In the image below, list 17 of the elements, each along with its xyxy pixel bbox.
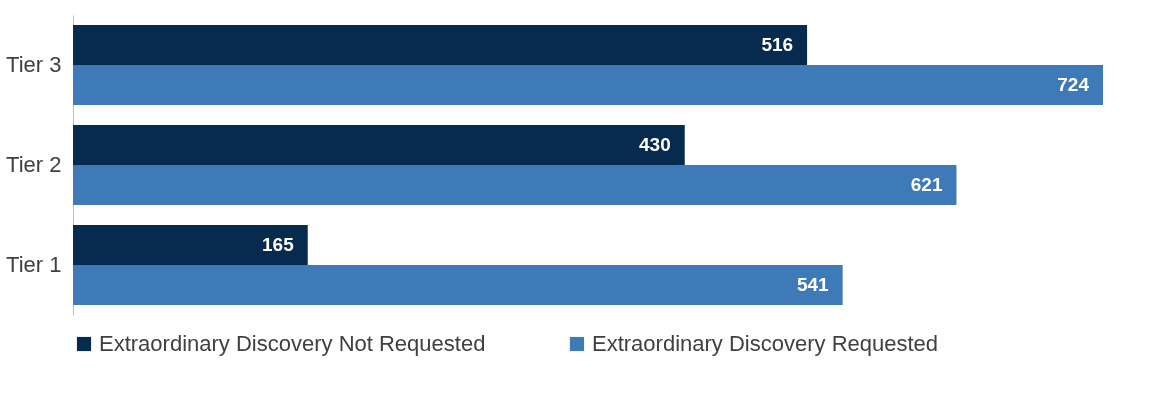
legend-label: Extraordinary Discovery Requested	[592, 331, 939, 356]
bar	[73, 65, 1103, 105]
data-label: 621	[910, 174, 943, 195]
y-tick-label: Tier 1	[6, 252, 62, 277]
bar	[73, 225, 308, 265]
y-tick-label: Tier 3	[6, 52, 62, 77]
data-label: 724	[1057, 74, 1090, 95]
bar	[73, 265, 843, 305]
data-label: 541	[796, 274, 830, 295]
y-tick-label: Tier 2	[6, 152, 62, 177]
data-label: 430	[639, 134, 671, 155]
bar	[73, 25, 808, 65]
data-label: 516	[761, 34, 794, 55]
bar	[73, 125, 685, 165]
legend-label: Extraordinary Discovery Not Requested	[99, 331, 486, 356]
bar	[73, 165, 957, 205]
data-label: 165	[262, 234, 295, 255]
